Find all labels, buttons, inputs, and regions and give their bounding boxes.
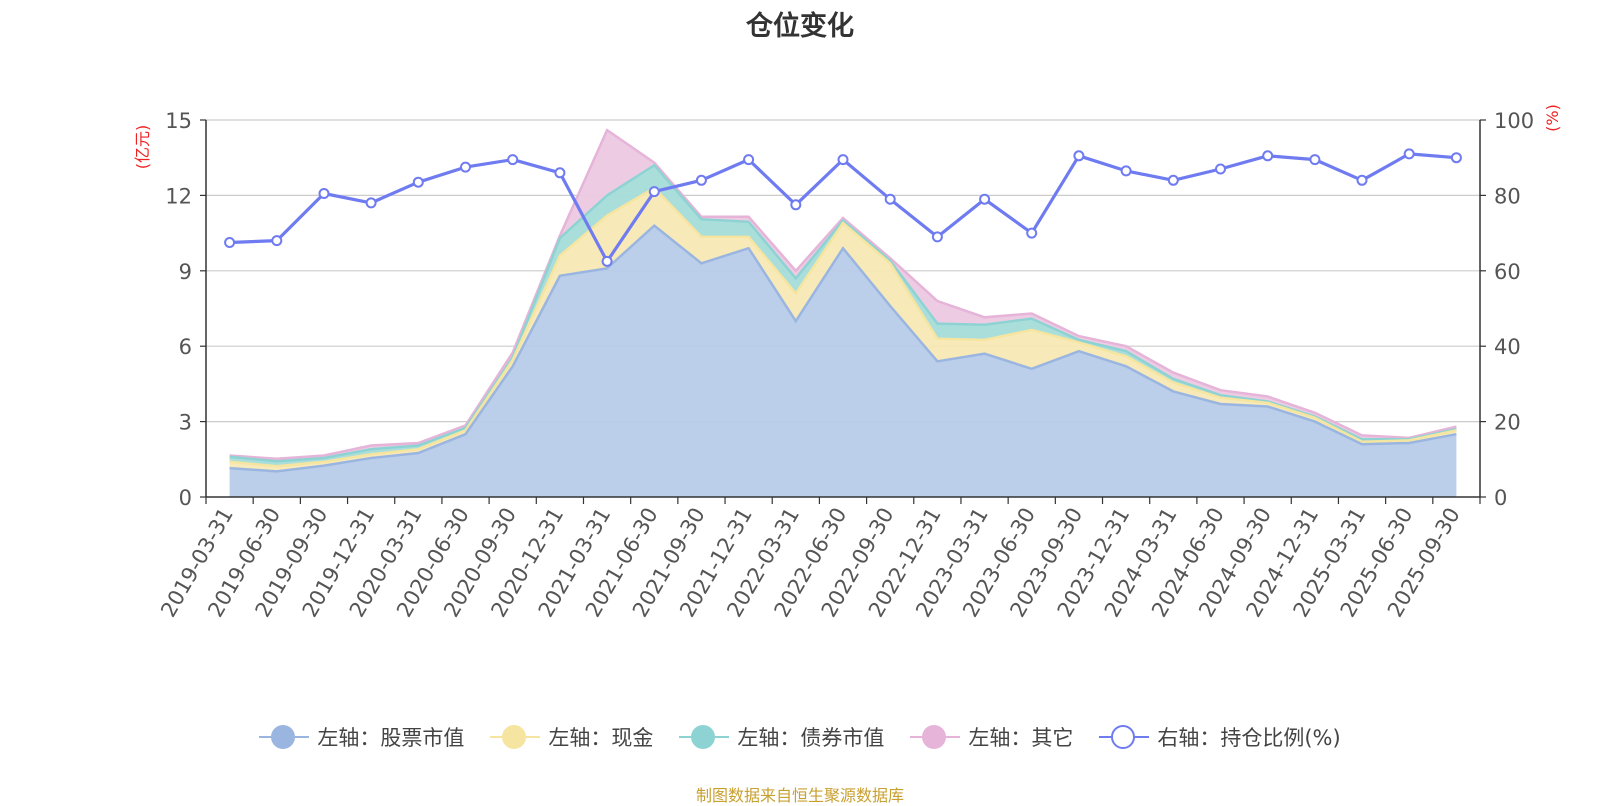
ratio-point bbox=[884, 193, 896, 205]
ratio-point bbox=[1309, 154, 1321, 166]
right-tick-label: 80 bbox=[1494, 184, 1521, 208]
legend-label-ratio: 右轴：持仓比例(%) bbox=[1157, 726, 1341, 750]
ratio-point bbox=[318, 188, 330, 199]
ratio-point bbox=[460, 161, 471, 173]
legend-label-stock: 左轴：股票市值 bbox=[317, 726, 465, 750]
area-edge-1 bbox=[229, 186, 1457, 468]
legend-marker-ratio bbox=[1099, 724, 1150, 750]
ratio-point bbox=[554, 167, 566, 179]
chart-title: 仓位变化 bbox=[746, 11, 854, 42]
left-tick-label: 3 bbox=[179, 411, 192, 435]
ratio-point bbox=[507, 154, 519, 166]
ratio-point bbox=[224, 237, 236, 248]
left-tick-label: 15 bbox=[165, 109, 192, 133]
left-tick-label: 12 bbox=[165, 184, 192, 208]
legend-item-ratio[interactable]: 右轴：持仓比例(%) bbox=[1099, 722, 1341, 752]
right-tick-label: 60 bbox=[1494, 260, 1521, 284]
legend-marker-stock bbox=[259, 724, 310, 750]
ratio-point bbox=[1026, 227, 1038, 239]
right-tick-label: 0 bbox=[1494, 486, 1507, 510]
ratio-point bbox=[931, 231, 943, 243]
right-tick-label: 20 bbox=[1494, 411, 1521, 435]
legend-marker-other bbox=[910, 724, 961, 750]
ratio-point bbox=[1403, 148, 1415, 160]
legend-label-bond: 左轴：债券市值 bbox=[737, 726, 885, 750]
right-axis-unit-label: (%) bbox=[1543, 104, 1562, 132]
area-1 bbox=[229, 187, 1457, 472]
ratio-point bbox=[979, 193, 991, 205]
legend-item-cash[interactable]: 左轴：现金 bbox=[490, 722, 653, 752]
chart-legend: 左轴：股票市值 左轴：现金 左轴：债券市值 左轴：其它 右轴：持仓比例(%) bbox=[0, 722, 1600, 752]
ratio-point bbox=[790, 199, 802, 211]
area-edge-0 bbox=[229, 223, 1457, 473]
area-edge-3 bbox=[229, 128, 1457, 461]
ratio-point bbox=[1120, 165, 1132, 177]
ratio-point bbox=[1262, 150, 1274, 162]
legend-marker-cash bbox=[490, 724, 541, 750]
ratio-point bbox=[1215, 163, 1226, 175]
legend-item-bond[interactable]: 左轴：债券市值 bbox=[679, 722, 884, 752]
ratio-point bbox=[648, 186, 660, 198]
ratio-point bbox=[365, 197, 377, 209]
ratio-point bbox=[412, 176, 424, 188]
ratio-point bbox=[695, 174, 707, 186]
left-tick-label: 6 bbox=[179, 335, 192, 359]
ratio-point bbox=[601, 255, 613, 267]
ratio-point bbox=[1073, 150, 1085, 162]
legend-marker-bond bbox=[679, 724, 730, 750]
legend-item-stock[interactable]: 左轴：股票市值 bbox=[259, 722, 464, 752]
ratio-point bbox=[1450, 152, 1462, 164]
left-tick-label: 0 bbox=[179, 486, 192, 510]
ratio-point bbox=[1356, 174, 1368, 186]
legend-label-cash: 左轴：现金 bbox=[548, 726, 654, 750]
right-tick-label: 100 bbox=[1494, 109, 1534, 133]
legend-item-other[interactable]: 左轴：其它 bbox=[910, 722, 1073, 752]
ratio-point bbox=[743, 154, 755, 166]
ratio-point bbox=[1167, 174, 1179, 186]
ratio-point bbox=[837, 154, 849, 166]
legend-label-other: 左轴：其它 bbox=[968, 726, 1074, 750]
area-0 bbox=[229, 225, 1457, 497]
chart-plot: 036912150204060801002019-03-312019-06-30… bbox=[133, 104, 1562, 621]
left-tick-label: 9 bbox=[179, 260, 192, 284]
left-axis-unit-label: (亿元) bbox=[133, 125, 152, 170]
ratio-point bbox=[271, 235, 283, 247]
right-tick-label: 40 bbox=[1494, 335, 1521, 359]
data-source-note: 制图数据来自恒生聚源数据库 bbox=[695, 786, 904, 805]
area-edge-2 bbox=[229, 163, 1457, 463]
